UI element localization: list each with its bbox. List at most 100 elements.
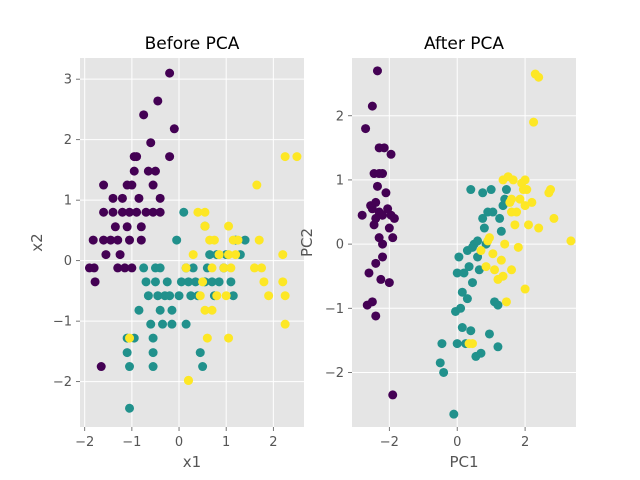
after-pca-data-point xyxy=(367,204,377,214)
after-pca-data-point xyxy=(371,213,381,223)
before-pca-data-point xyxy=(148,207,158,217)
after-pca-data-point xyxy=(439,367,449,377)
before-pca-data-point xyxy=(132,152,142,162)
after-pca-data-point xyxy=(534,223,544,233)
before-pca-y-ticks: −2 −1 0 1 2 3 xyxy=(53,73,80,390)
before-pca-data-point xyxy=(99,180,109,190)
before-pca-data-point xyxy=(174,291,184,301)
before-pca-data-point xyxy=(139,110,149,120)
before-pca-x-tick-label: 0 xyxy=(175,435,183,450)
before-pca-data-point xyxy=(89,263,99,273)
before-pca-data-point xyxy=(191,277,201,287)
after-pca-data-point xyxy=(456,303,466,313)
before-pca-data-point xyxy=(181,263,191,273)
before-pca-data-point xyxy=(155,305,165,315)
before-pca-data-point xyxy=(200,207,210,217)
after-pca-data-point xyxy=(520,284,530,294)
before-pca-data-point xyxy=(188,263,198,273)
before-pca-data-point xyxy=(136,222,146,232)
before-pca-data-point xyxy=(129,166,139,176)
after-pca-data-point xyxy=(508,175,518,185)
after-pca-data-point xyxy=(515,194,525,204)
after-pca-data-point xyxy=(566,236,576,246)
after-pca-x-tick-label: −2 xyxy=(380,435,399,450)
before-pca-y-tick-label: −1 xyxy=(53,315,72,330)
after-pca-y-tick-label: 1 xyxy=(336,173,344,188)
before-pca-data-point xyxy=(292,152,302,162)
before-pca-data-point xyxy=(134,193,144,203)
after-pca-x-ticks: −2 0 2 xyxy=(380,427,529,450)
before-pca-data-point xyxy=(195,348,205,358)
before-pca-data-point xyxy=(188,250,198,260)
before-pca-data-point xyxy=(165,291,175,301)
before-pca-x-ticks: −2 −1 0 1 2 xyxy=(75,427,277,450)
before-pca-y-axis-label: x2 xyxy=(28,233,46,251)
after-pca-y-tick-label: 0 xyxy=(336,238,344,253)
after-pca-data-point xyxy=(457,287,467,297)
before-pca-data-point xyxy=(125,333,135,343)
before-pca-data-point xyxy=(132,207,142,217)
before-pca-data-point xyxy=(110,222,120,232)
before-pca-data-point xyxy=(120,263,130,273)
after-pca-y-tick-label: 2 xyxy=(336,109,344,124)
after-pca-data-point xyxy=(507,265,517,275)
before-pca-data-point xyxy=(125,207,135,217)
after-pca-x-axis-label: PC1 xyxy=(449,453,478,471)
after-pca-data-point xyxy=(364,268,374,278)
before-pca-data-point xyxy=(224,333,234,343)
before-pca-data-point xyxy=(143,291,153,301)
before-pca-axes: −2 −1 0 1 2 −2 −1 0 1 2 3 Before PCA x1 x2 xyxy=(28,34,304,471)
before-pca-data-point xyxy=(169,124,179,134)
after-pca-data-point xyxy=(386,149,396,159)
before-pca-data-point xyxy=(209,235,219,245)
before-pca-data-point xyxy=(99,207,109,217)
before-pca-data-point xyxy=(207,305,217,315)
after-pca-data-point xyxy=(490,265,500,275)
after-pca-data-point xyxy=(379,143,389,153)
before-pca-data-point xyxy=(146,319,156,329)
after-pca-data-point xyxy=(371,258,381,268)
before-pca-data-point xyxy=(155,263,165,273)
before-pca-data-point xyxy=(134,305,144,315)
before-pca-data-point xyxy=(158,319,168,329)
before-pca-x-tick-label: 1 xyxy=(222,435,230,450)
before-pca-data-point xyxy=(117,207,127,217)
before-pca-data-point xyxy=(108,193,118,203)
after-pca-data-point xyxy=(367,101,377,111)
after-pca-data-point xyxy=(523,220,533,230)
before-pca-title: Before PCA xyxy=(145,34,240,54)
after-pca-data-point xyxy=(500,239,510,249)
before-pca-data-point xyxy=(264,291,274,301)
after-pca-data-point xyxy=(498,271,508,281)
before-pca-data-point xyxy=(148,333,158,343)
after-pca-data-point xyxy=(367,297,377,307)
before-pca-data-point xyxy=(122,222,132,232)
before-pca-data-point xyxy=(214,250,224,260)
after-pca-data-point xyxy=(474,265,484,275)
before-pca-data-point xyxy=(113,235,123,245)
after-pca-data-point xyxy=(478,188,488,198)
after-pca-data-point xyxy=(457,323,467,333)
after-pca-data-point xyxy=(496,255,506,265)
after-pca-data-point xyxy=(371,311,381,321)
before-pca-data-point xyxy=(136,235,146,245)
after-pca-data-point xyxy=(513,242,523,252)
after-pca-data-point xyxy=(546,185,556,195)
after-pca-data-point xyxy=(496,226,506,236)
before-pca-data-point xyxy=(122,348,132,358)
after-pca-data-point xyxy=(488,249,498,259)
before-pca-data-point xyxy=(153,96,163,106)
before-pca-data-point xyxy=(141,277,151,287)
before-pca-data-point xyxy=(150,166,160,176)
after-pca-data-point xyxy=(381,188,391,198)
after-pca-data-point xyxy=(479,223,489,233)
after-pca-data-point xyxy=(522,185,532,195)
before-pca-data-point xyxy=(148,348,158,358)
before-pca-data-point xyxy=(219,263,229,273)
before-pca-data-point xyxy=(143,166,153,176)
before-pca-data-point xyxy=(165,68,175,78)
after-pca-data-point xyxy=(384,278,394,288)
after-pca-y-axis-label: PC2 xyxy=(298,228,316,257)
after-pca-title: After PCA xyxy=(424,34,504,54)
before-pca-data-point xyxy=(179,207,189,217)
